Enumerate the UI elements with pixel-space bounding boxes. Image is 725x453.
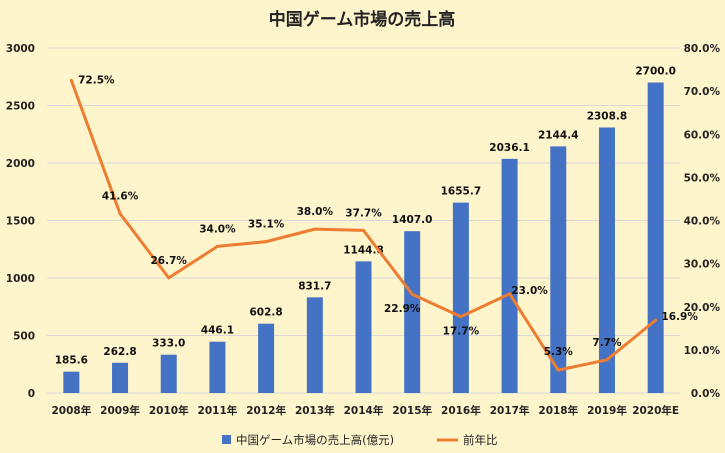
- bar: [598, 127, 615, 393]
- line-data-label: 16.9%: [661, 311, 698, 323]
- x-tick-label: 2014年: [344, 404, 384, 417]
- line-point: [69, 78, 73, 82]
- left-tick-label: 1000: [6, 273, 35, 285]
- right-tick-label: 20.0%: [684, 302, 721, 314]
- bar-data-label: 185.6: [55, 355, 88, 367]
- bar: [209, 341, 226, 393]
- line-data-label: 35.1%: [248, 219, 285, 231]
- x-tick-label: 2009年: [100, 404, 140, 417]
- bar: [550, 146, 567, 393]
- right-tick-label: 70.0%: [684, 86, 721, 98]
- line-data-label: 41.6%: [102, 191, 139, 203]
- line-data-labels: 72.5% 41.6% 26.7% 34.0% 35.1% 38.0% 37.7% 22.9%…: [78, 74, 698, 358]
- bar: [501, 158, 518, 393]
- line-data-label: 22.9%: [384, 303, 421, 315]
- right-tick-label: 0.0%: [691, 388, 721, 400]
- left-tick-label: 500: [13, 331, 35, 343]
- line-point: [410, 292, 414, 296]
- line-data-label: 72.5%: [78, 74, 115, 86]
- bar: [63, 371, 80, 393]
- line-point: [362, 228, 365, 232]
- x-tick-label: 2016年: [441, 404, 481, 417]
- bar-data-label: 2036.1: [489, 142, 530, 154]
- x-tick-label: 2010年: [149, 404, 189, 417]
- line-point: [118, 212, 122, 216]
- line-point: [654, 318, 658, 322]
- right-tick-label: 30.0%: [684, 259, 721, 271]
- line-point: [167, 276, 171, 280]
- line-point: [215, 244, 219, 248]
- bar-data-label: 333.0: [152, 338, 185, 350]
- x-tick-label: 2018年: [538, 404, 578, 417]
- line-point: [605, 358, 609, 362]
- bar-data-labels: 185.6 262.8 333.0 446.1 602.8 831.7 1144.8 1407…: [55, 66, 676, 367]
- legend-label-bars: 中国ゲーム市場の売上高(億元): [236, 433, 394, 447]
- right-axis: 0.0% 10.0% 20.0% 30.0% 40.0% 50.0% 60.0% 70.0% 8…: [684, 43, 721, 400]
- line-data-label: 34.0%: [199, 223, 236, 235]
- right-tick-label: 80.0%: [684, 43, 721, 55]
- bar-data-label: 2308.8: [587, 110, 628, 122]
- bar: [112, 362, 129, 393]
- x-tick-label: 2013年: [295, 404, 335, 417]
- left-tick-label: 3000: [6, 43, 35, 55]
- x-tick-label: 2011年: [198, 404, 238, 417]
- bar: [404, 231, 421, 393]
- right-tick-label: 40.0%: [684, 216, 721, 228]
- line-data-label: 17.7%: [443, 326, 480, 338]
- bar-data-label: 446.1: [201, 325, 234, 337]
- left-axis: 0 500 1000 1500 2000 2500 3000: [6, 43, 35, 400]
- x-tick-label: 2012年: [246, 404, 286, 417]
- line-data-label: 38.0%: [297, 206, 334, 218]
- bar-data-label: 1144.8: [343, 244, 384, 256]
- bar-data-label: 602.8: [250, 307, 283, 319]
- bar-series: [63, 82, 664, 393]
- bar-data-label: 262.8: [103, 346, 136, 358]
- bar: [160, 354, 177, 393]
- bar-data-label: 1655.7: [441, 186, 482, 198]
- bar-data-label: 1407.0: [392, 214, 433, 226]
- bar: [647, 82, 664, 393]
- bar-data-label: 831.7: [298, 280, 331, 292]
- line-data-label: 26.7%: [151, 255, 188, 267]
- bar-data-label: 2144.4: [538, 129, 579, 141]
- left-tick-label: 1500: [6, 216, 35, 228]
- legend-label-line: 前年比: [463, 433, 498, 447]
- right-tick-label: 10.0%: [684, 345, 721, 357]
- bar-data-label: 2700.0: [635, 66, 676, 78]
- line-point: [459, 315, 463, 319]
- x-tick-label: 2015年: [392, 404, 432, 417]
- x-tick-label: 2008年: [51, 404, 91, 417]
- line-point: [313, 227, 317, 231]
- chart-title: 中国ゲーム市場の売上高: [269, 9, 456, 30]
- legend: 中国ゲーム市場の売上高(億元) 前年比: [222, 433, 498, 447]
- bar: [306, 297, 323, 393]
- bar: [452, 202, 469, 393]
- bar: [258, 323, 275, 393]
- right-tick-label: 50.0%: [684, 172, 721, 184]
- line-series: [69, 78, 658, 372]
- line-point: [556, 368, 560, 372]
- left-tick-label: 2500: [6, 101, 35, 113]
- right-tick-label: 60.0%: [684, 129, 721, 141]
- line-data-label: 5.3%: [544, 346, 574, 358]
- line-data-label: 23.0%: [511, 285, 548, 297]
- line-point: [508, 292, 512, 296]
- line-data-label: 7.7%: [592, 337, 622, 349]
- x-axis: 2008年 2009年 2010年 2011年 2012年 2013年 2014年 2015年…: [51, 404, 679, 417]
- x-tick-label: 2017年: [490, 404, 530, 417]
- line-data-label: 37.7%: [345, 207, 382, 219]
- legend-swatch-bars: [222, 435, 231, 444]
- bar: [355, 261, 372, 393]
- left-tick-label: 0: [28, 388, 35, 400]
- left-tick-label: 2000: [6, 158, 35, 170]
- x-tick-label: 2020年E: [632, 404, 679, 417]
- x-tick-label: 2019年: [587, 404, 627, 417]
- line-point: [264, 240, 268, 244]
